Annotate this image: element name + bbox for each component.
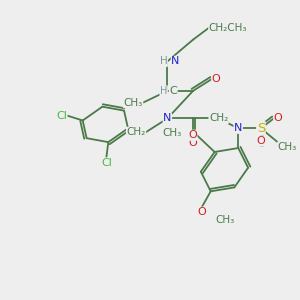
Text: O: O [256,136,265,146]
Text: H: H [160,56,167,66]
Text: O: O [212,74,220,84]
Text: CH₃: CH₃ [216,215,235,225]
Text: N: N [171,56,180,66]
Text: CH₂: CH₂ [127,127,146,137]
Text: H: H [160,86,167,96]
Text: O: O [188,130,197,140]
Text: N: N [163,113,172,124]
Text: CH₂CH₃: CH₂CH₃ [209,23,247,33]
Text: CH₂: CH₂ [209,113,228,124]
Text: S: S [257,122,265,135]
Text: O: O [189,138,197,148]
Text: CH₃: CH₃ [124,98,143,108]
Text: C: C [169,86,177,96]
Text: N: N [234,123,242,133]
Text: CH₃: CH₃ [278,142,297,152]
Text: O: O [274,113,283,124]
Text: O: O [197,207,206,217]
Text: Cl: Cl [56,110,67,121]
Text: Cl: Cl [101,158,112,168]
Text: CH₃: CH₃ [162,128,181,138]
